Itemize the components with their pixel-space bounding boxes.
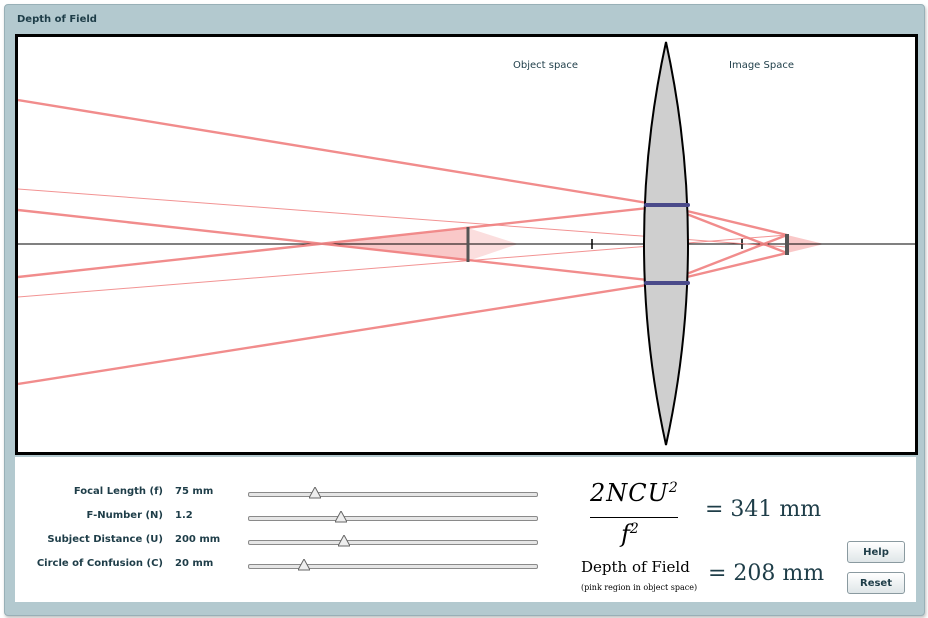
- formula-numerator-exponent: 2: [668, 480, 679, 496]
- dof-note: (pink region in object space): [581, 583, 698, 592]
- object-space-label: Object space: [513, 60, 579, 71]
- image-space-label: Image Space: [729, 60, 794, 71]
- formula-numerator-text: 2NCU: [590, 479, 669, 507]
- circle-of-confusion-slider[interactable]: [248, 559, 538, 571]
- optics-canvas: Object space Image Space: [15, 34, 918, 455]
- f-number-value: 1.2: [175, 510, 193, 521]
- control-row-circle-of-confusion: Circle of Confusion (C): [15, 558, 163, 574]
- subject-distance-label: Subject Distance (U): [47, 534, 163, 545]
- subject-distance-value: 200 mm: [175, 534, 221, 545]
- lens: [643, 41, 689, 446]
- optics-diagram: [18, 41, 915, 446]
- window-title: Depth of Field: [17, 14, 97, 25]
- formula-result: = 341 mm: [705, 497, 822, 522]
- dof-label: Depth of Field: [581, 558, 690, 576]
- controls-panel: Focal Length (f) 75 mm F-Number (N) 1.2 …: [15, 457, 916, 602]
- formula-denominator: f2: [621, 520, 639, 548]
- formula-fraction-bar: [590, 517, 678, 518]
- control-row-subject-distance: Subject Distance (U): [15, 534, 163, 550]
- control-row-focal-length: Focal Length (f): [15, 486, 163, 502]
- app-window: Depth of Field: [4, 4, 925, 616]
- circle-of-confusion-label: Circle of Confusion (C): [36, 558, 163, 569]
- control-row-f-number: F-Number (N): [15, 510, 163, 526]
- focal-length-label: Focal Length (f): [73, 486, 163, 497]
- formula-numerator: 2NCU2: [590, 479, 679, 507]
- f-number-label: F-Number (N): [86, 510, 163, 521]
- f-number-slider[interactable]: [248, 511, 538, 523]
- dof-result: = 208 mm: [708, 561, 825, 586]
- subject-distance-slider[interactable]: [248, 535, 538, 547]
- formula-denominator-exponent: 2: [629, 521, 639, 537]
- focal-length-value: 75 mm: [175, 486, 214, 497]
- help-button[interactable]: Help: [847, 541, 905, 563]
- focal-length-slider[interactable]: [248, 487, 538, 499]
- circle-of-confusion-value: 20 mm: [175, 558, 214, 569]
- formula-denominator-text: f: [621, 520, 630, 548]
- reset-button[interactable]: Reset: [847, 572, 905, 594]
